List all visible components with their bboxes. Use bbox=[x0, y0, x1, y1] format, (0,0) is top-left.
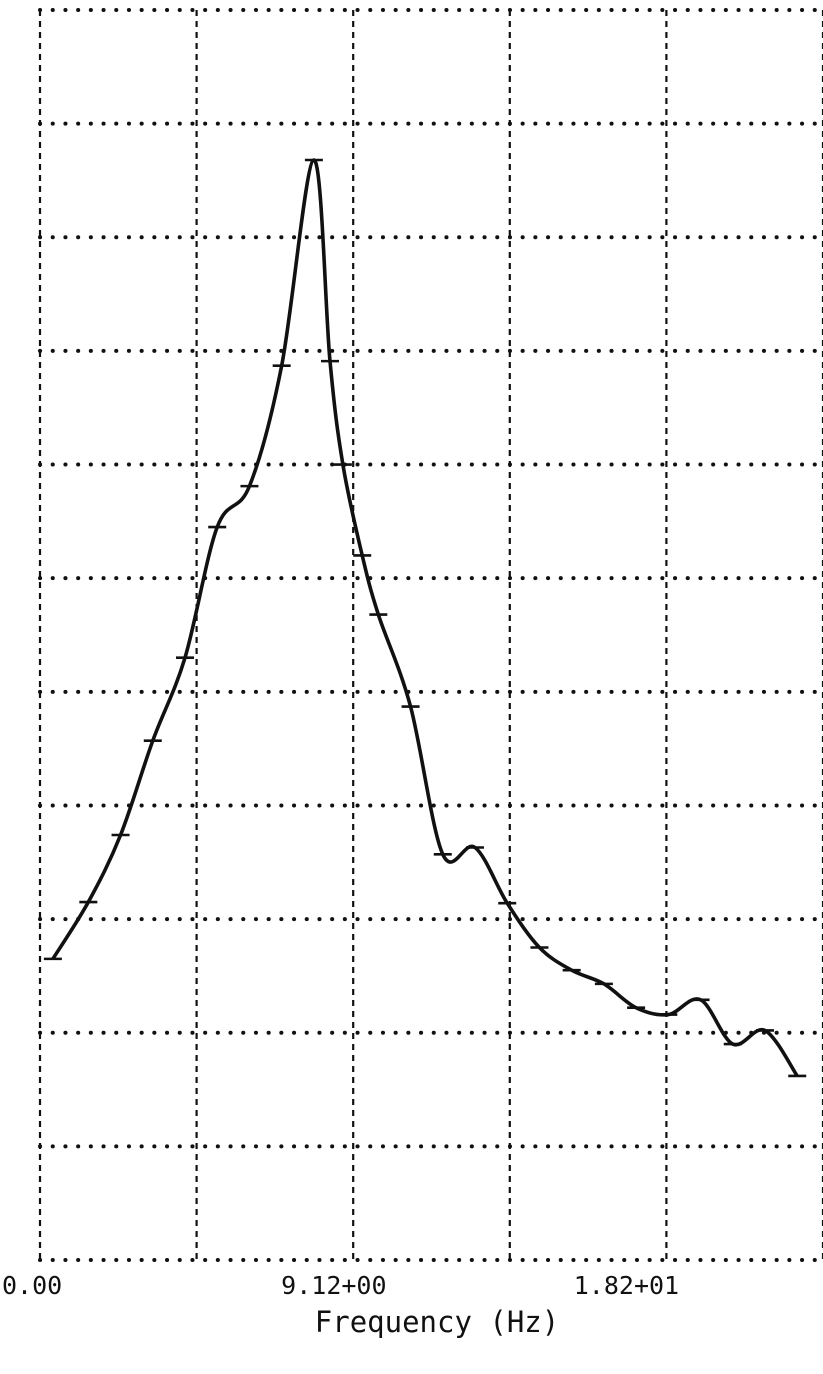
x-tick-labels: 0.00 9.12+00 1.82+01 bbox=[2, 1271, 679, 1300]
grid bbox=[38, 8, 823, 1262]
markers-layer bbox=[43, 158, 807, 1078]
response-curve bbox=[51, 158, 799, 1077]
x-tick-label: 9.12+00 bbox=[281, 1271, 386, 1300]
series-layer bbox=[51, 158, 799, 1077]
x-axis-title: Frequency (Hz) bbox=[315, 1305, 559, 1339]
x-tick-label: 0.00 bbox=[2, 1271, 62, 1300]
x-tick-label: 1.82+01 bbox=[574, 1271, 679, 1300]
